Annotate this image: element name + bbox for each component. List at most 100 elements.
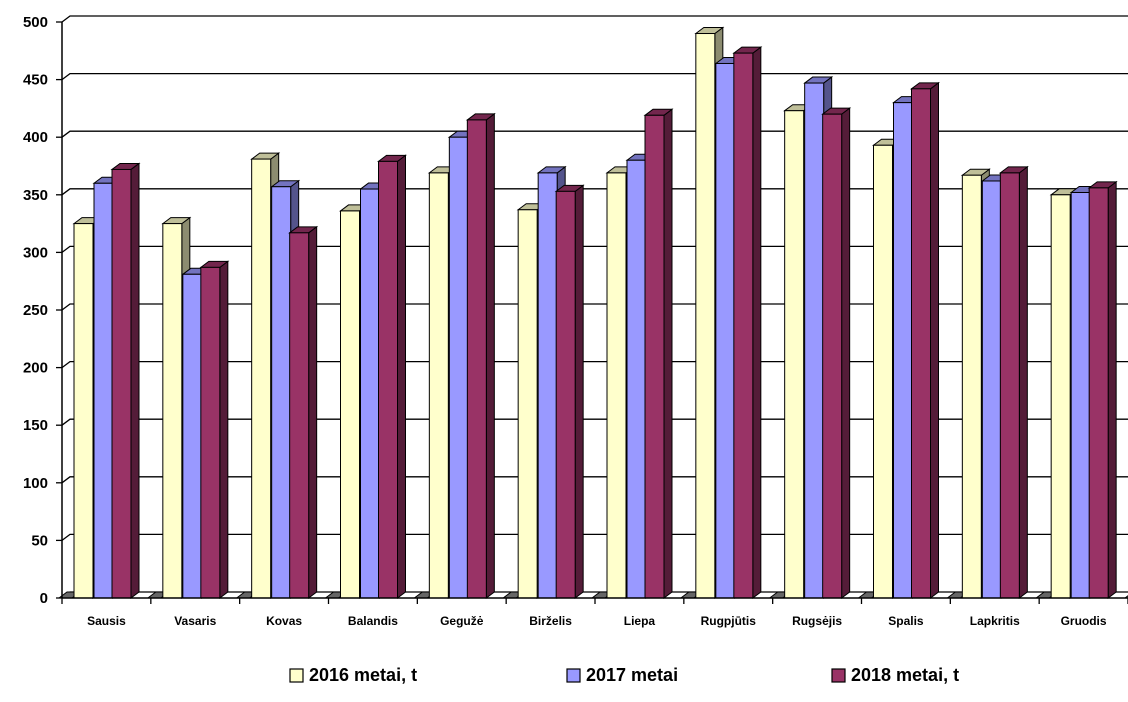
- bar-front: [111, 168, 132, 599]
- gridline: [61, 533, 1128, 541]
- bar: [643, 108, 674, 599]
- bar-front: [555, 190, 576, 599]
- bar: [288, 225, 319, 599]
- bar-side: [485, 112, 495, 599]
- legend-swatch: [831, 668, 846, 683]
- x-tick-label: Vasaris: [174, 614, 216, 628]
- gridline: [61, 130, 1128, 138]
- x-tick-label: Birželis: [529, 614, 572, 628]
- bar-front: [251, 158, 272, 599]
- axes: [56, 21, 1128, 604]
- legend-swatch: [289, 668, 304, 683]
- bar-side: [397, 154, 406, 599]
- x-tick-label: Balandis: [348, 614, 398, 628]
- legend-item: 2016 metai, t: [289, 665, 417, 685]
- bar-side: [1107, 180, 1117, 599]
- bar: [554, 184, 585, 599]
- bar: [199, 260, 230, 599]
- x-tick-label: Gruodis: [1061, 614, 1107, 628]
- bar-front: [93, 182, 114, 599]
- y-tick-label: 150: [23, 417, 48, 434]
- bar: [1087, 180, 1118, 599]
- bar-front: [428, 172, 449, 599]
- bar: [110, 162, 141, 599]
- bar-side: [841, 107, 851, 599]
- x-tick-label: Gegužė: [440, 614, 484, 628]
- gridlines: [61, 15, 1128, 599]
- bar-front: [606, 172, 627, 599]
- bar-front: [182, 273, 203, 599]
- y-tick-label: 0: [40, 590, 48, 607]
- legend-label: 2016 metai, t: [309, 665, 417, 685]
- bar-front: [1070, 191, 1091, 599]
- bar: [821, 107, 852, 599]
- bar: [910, 81, 940, 599]
- legend: 2016 metai, t 2017 metai 2018 metai, t: [289, 665, 959, 685]
- x-tick-label: Rugpjūtis: [701, 614, 757, 628]
- bar-front: [626, 159, 647, 599]
- y-tick-label: 400: [23, 129, 48, 146]
- bar: [465, 112, 496, 599]
- gridline: [61, 476, 1128, 484]
- bar-front: [271, 186, 292, 599]
- bar-front: [448, 136, 469, 599]
- bar-front: [981, 180, 1002, 599]
- bar-side: [930, 81, 939, 599]
- bar-front: [715, 62, 736, 599]
- legend-item: 2017 metai: [566, 665, 678, 685]
- y-tick-label: 350: [23, 187, 48, 204]
- bar-front: [911, 88, 931, 599]
- bar-side: [130, 162, 140, 599]
- gridline: [61, 188, 1128, 196]
- bar-front: [162, 223, 183, 599]
- bar-front: [695, 33, 716, 599]
- x-tick-label: Lapkritis: [970, 614, 1020, 628]
- bar: [377, 154, 407, 599]
- bar-front: [1050, 194, 1071, 599]
- x-tick-label: Spalis: [888, 614, 924, 628]
- bar-side: [219, 260, 229, 599]
- legend-label: 2018 metai, t: [851, 665, 959, 685]
- bar-front: [1088, 187, 1109, 599]
- bar-side: [574, 184, 584, 599]
- x-tick-label: Kovas: [266, 614, 302, 628]
- y-axis-ticks: 0 50 100 150 200 250 300 350 400 450 500: [23, 14, 48, 607]
- bar-front: [360, 188, 380, 599]
- bar-front: [378, 160, 398, 599]
- bar-front: [733, 52, 754, 599]
- bar-side: [752, 46, 762, 599]
- bar-side: [308, 225, 318, 599]
- x-tick-label: Sausis: [87, 614, 126, 628]
- legend-item: 2018 metai, t: [831, 665, 959, 685]
- y-tick-label: 50: [31, 532, 48, 549]
- bar-front: [289, 232, 310, 599]
- bar: [732, 46, 763, 599]
- legend-swatch: [566, 668, 581, 683]
- y-tick-label: 250: [23, 302, 48, 319]
- y-tick-label: 200: [23, 360, 48, 377]
- bar-front: [517, 209, 538, 599]
- bar-front: [822, 113, 843, 599]
- bar-front: [784, 110, 805, 599]
- bar-front: [537, 172, 558, 599]
- x-axis-ticks: Sausis Vasaris Kovas Balandis Gegužė Birželis…: [87, 614, 1107, 628]
- x-tick-label: Rugsėjis: [792, 614, 842, 628]
- bar-front: [873, 144, 893, 599]
- bar-side: [1018, 165, 1028, 599]
- bar-front: [73, 223, 94, 599]
- y-tick-label: 100: [23, 475, 48, 492]
- bar-front: [340, 210, 360, 599]
- bar-front: [466, 119, 487, 599]
- y-tick-label: 500: [23, 14, 48, 31]
- bar-front: [804, 82, 825, 599]
- legend-label: 2017 metai: [586, 665, 678, 685]
- gridline: [61, 245, 1128, 253]
- bar-front: [644, 114, 665, 599]
- gridline: [61, 72, 1128, 81]
- gridline: [61, 360, 1128, 369]
- gridline: [61, 418, 1128, 426]
- bar-front: [961, 174, 982, 599]
- bar-side: [663, 108, 673, 599]
- bar-front: [999, 172, 1020, 599]
